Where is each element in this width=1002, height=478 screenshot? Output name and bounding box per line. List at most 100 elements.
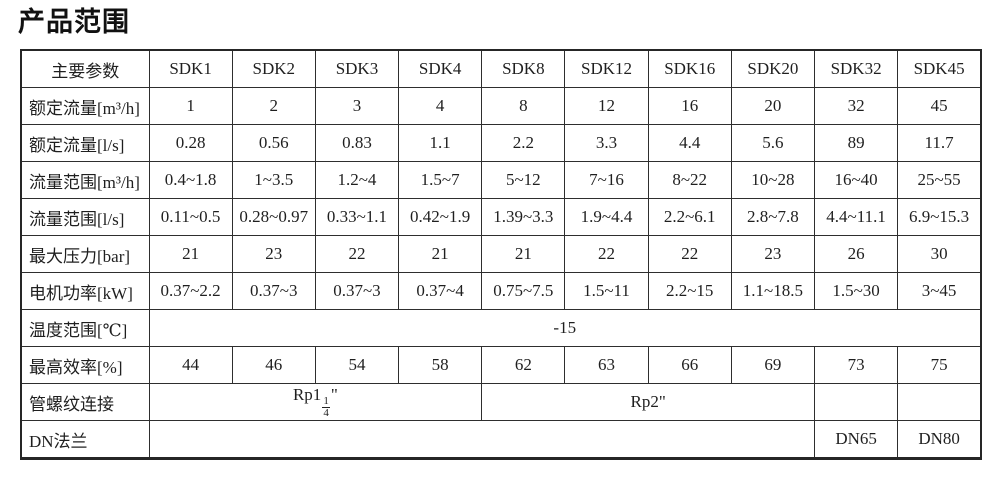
table-cell: 4.4~11.1 <box>813 198 899 237</box>
table-cell: 4.4 <box>647 124 732 163</box>
table-cell <box>148 420 815 460</box>
table-cell-thread-size: Rp1 1 4 " <box>148 383 483 422</box>
table-cell: 2.2~6.1 <box>647 198 732 237</box>
table-row: 最大压力[bar] 21 23 22 21 21 22 22 23 26 30 <box>20 235 982 274</box>
table-cell: 63 <box>564 346 649 385</box>
column-header: SDK4 <box>398 49 483 89</box>
table-cell: 23 <box>231 235 316 274</box>
column-header: SDK8 <box>481 49 566 89</box>
column-header: SDK1 <box>148 49 233 89</box>
table-cell: 1.9~4.4 <box>564 198 649 237</box>
table-cell <box>897 383 982 422</box>
table-cell: 73 <box>813 346 899 385</box>
table-cell: 6.9~15.3 <box>897 198 982 237</box>
table-row: 流量范围[m³/h] 0.4~1.8 1~3.5 1.2~4 1.5~7 5~12 7~16… <box>20 161 982 200</box>
table-cell: DN80 <box>897 420 982 460</box>
table-cell: 1.5~7 <box>398 161 483 200</box>
table-cell: 0.42~1.9 <box>398 198 483 237</box>
table-cell: 3~45 <box>897 272 982 311</box>
table-cell: 44 <box>148 346 233 385</box>
table-row: 额定流量[m³/h] 1 2 3 4 8 12 16 20 32 45 <box>20 87 982 126</box>
table-cell: 45 <box>897 87 982 126</box>
table-cell: 5~12 <box>481 161 566 200</box>
table-cell: 0.4~1.8 <box>148 161 233 200</box>
table-row: 管螺纹连接 Rp1 1 4 " Rp2" <box>20 383 982 422</box>
table-cell: 54 <box>314 346 400 385</box>
table-cell: 16~40 <box>813 161 899 200</box>
table-cell: 21 <box>481 235 566 274</box>
table-cell: 21 <box>398 235 483 274</box>
table-cell: 2.2~15 <box>647 272 732 311</box>
param-column-header: 主要参数 <box>20 49 150 89</box>
table-cell: 0.83 <box>314 124 400 163</box>
table-cell: -15 <box>148 309 982 348</box>
column-header: SDK16 <box>647 49 732 89</box>
table-cell: 66 <box>647 346 732 385</box>
table-cell: 11.7 <box>897 124 982 163</box>
column-header: SDK3 <box>314 49 400 89</box>
table-cell: 1.5~30 <box>813 272 899 311</box>
table-cell: 62 <box>481 346 566 385</box>
table-row: 流量范围[l/s] 0.11~0.5 0.28~0.97 0.33~1.1 0.42~1… <box>20 198 982 237</box>
table-cell: 22 <box>314 235 400 274</box>
table-cell: 7~16 <box>564 161 649 200</box>
row-label: 最高效率[%] <box>20 346 150 385</box>
table-cell: 1.39~3.3 <box>481 198 566 237</box>
table-cell: 4 <box>398 87 483 126</box>
table-cell: 16 <box>647 87 732 126</box>
table-cell: 21 <box>148 235 233 274</box>
table-row: 温度范围[℃] -15 <box>20 309 982 348</box>
table-cell: 0.37~3 <box>314 272 400 311</box>
table-cell: 1.1 <box>398 124 483 163</box>
column-header: SDK45 <box>897 49 982 89</box>
table-cell: 58 <box>398 346 483 385</box>
column-header: SDK20 <box>730 49 816 89</box>
table-row: 电机功率[kW] 0.37~2.2 0.37~3 0.37~3 0.37~4 0.75~7… <box>20 272 982 311</box>
table-row: 额定流量[l/s] 0.28 0.56 0.83 1.1 2.2 3.3 4.4 5.6 89 11… <box>20 124 982 163</box>
table-cell: 1 <box>148 87 233 126</box>
table-cell <box>813 383 899 422</box>
table-cell: 46 <box>231 346 316 385</box>
table-cell: DN65 <box>813 420 899 460</box>
table-cell: 0.33~1.1 <box>314 198 400 237</box>
table-cell: 0.11~0.5 <box>148 198 233 237</box>
table-row: DN法兰 DN65 DN80 <box>20 420 982 460</box>
table-cell: 8~22 <box>647 161 732 200</box>
table-cell: 25~55 <box>897 161 982 200</box>
product-range-table: 主要参数 SDK1 SDK2 SDK3 SDK4 SDK8 SDK12 SDK16 SDK20 S… <box>20 49 982 461</box>
table-row: 最高效率[%] 44 46 54 58 62 63 66 69 73 75 <box>20 346 982 385</box>
table-cell: 5.6 <box>730 124 816 163</box>
table-cell: 8 <box>481 87 566 126</box>
table-cell: 20 <box>730 87 816 126</box>
table-cell: 12 <box>564 87 649 126</box>
column-header: SDK12 <box>564 49 649 89</box>
table-cell: 1.5~11 <box>564 272 649 311</box>
table-cell: 2 <box>231 87 316 126</box>
table-cell: 2.2 <box>481 124 566 163</box>
column-header: SDK32 <box>813 49 899 89</box>
table-cell: 2.8~7.8 <box>730 198 816 237</box>
row-label: 温度范围[℃] <box>20 309 150 348</box>
table-cell: 10~28 <box>730 161 816 200</box>
table-cell: 1~3.5 <box>231 161 316 200</box>
row-label: DN法兰 <box>20 420 150 460</box>
column-header: SDK2 <box>231 49 316 89</box>
row-label: 最大压力[bar] <box>20 235 150 274</box>
table-cell: 0.75~7.5 <box>481 272 566 311</box>
table-cell: 0.28 <box>148 124 233 163</box>
row-label: 流量范围[m³/h] <box>20 161 150 200</box>
row-label: 额定流量[m³/h] <box>20 87 150 126</box>
table-cell: 75 <box>897 346 982 385</box>
table-cell: 22 <box>564 235 649 274</box>
table-cell: 1.1~18.5 <box>730 272 816 311</box>
table-cell: 1.2~4 <box>314 161 400 200</box>
table-cell: 0.28~0.97 <box>231 198 316 237</box>
table-cell: 23 <box>730 235 816 274</box>
table-cell: 32 <box>813 87 899 126</box>
table-cell: 0.37~4 <box>398 272 483 311</box>
table-cell: 22 <box>647 235 732 274</box>
table-cell: 26 <box>813 235 899 274</box>
table-cell: 0.37~2.2 <box>148 272 233 311</box>
table-cell: Rp2" <box>481 383 815 422</box>
table-cell: 3.3 <box>564 124 649 163</box>
